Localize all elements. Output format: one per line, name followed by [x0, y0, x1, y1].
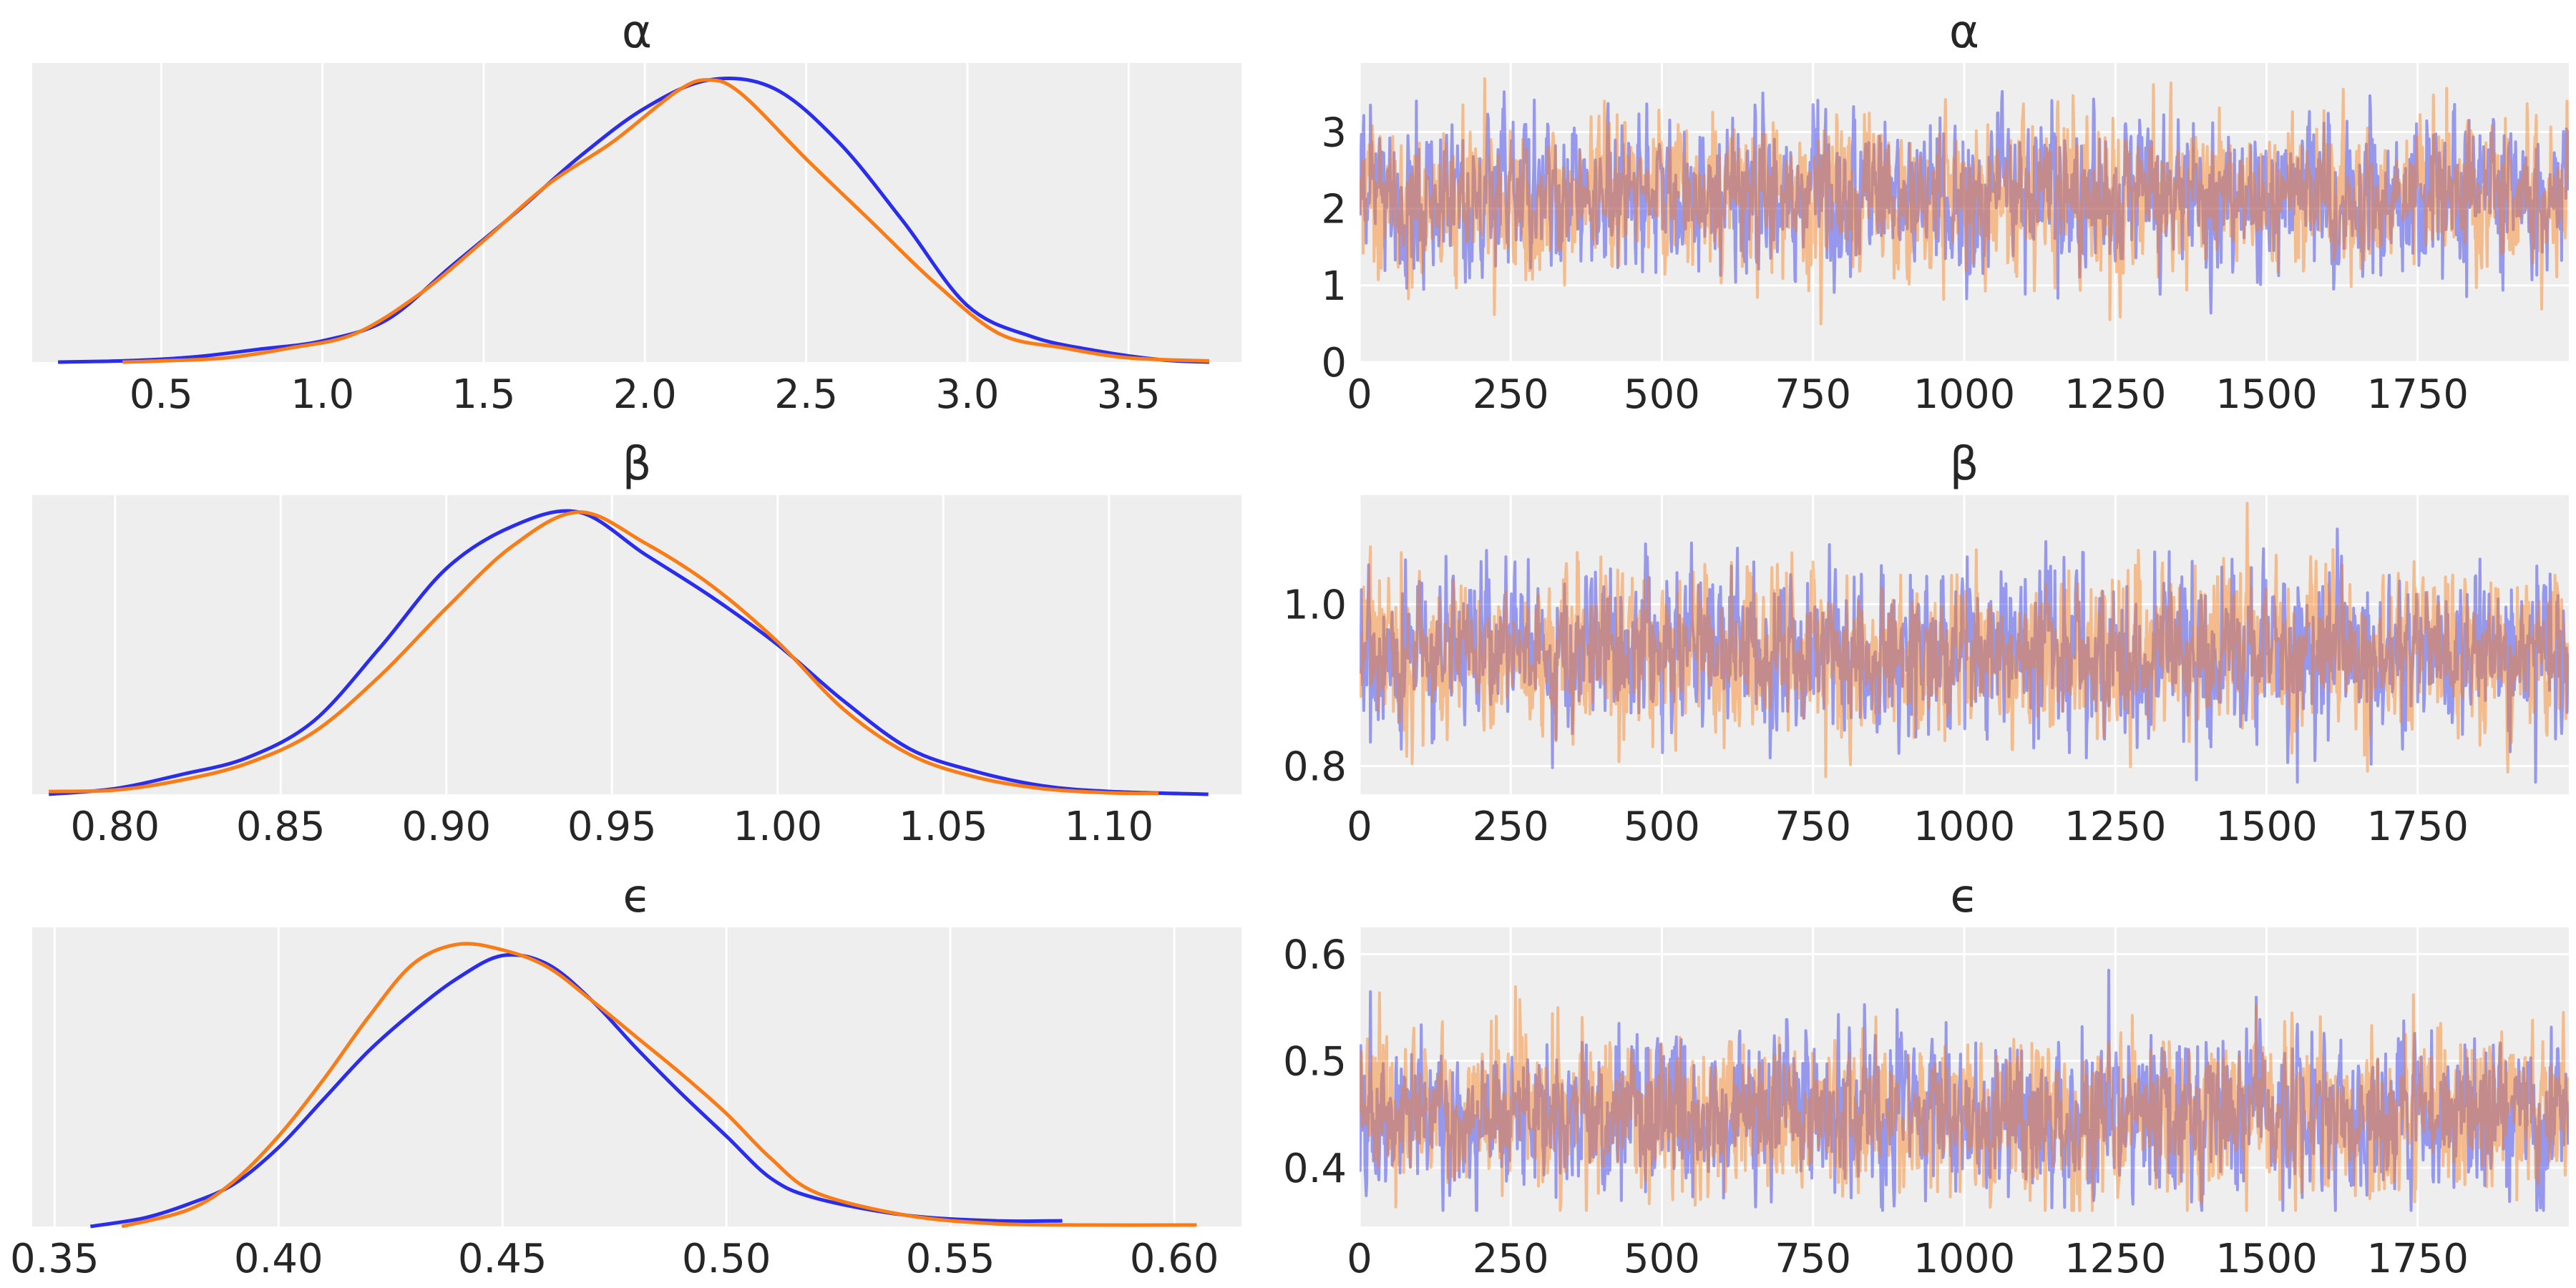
alpha-kde-xtick-label: 1.0 — [291, 371, 354, 418]
epsilon-kde-xtick-label: 0.55 — [906, 1236, 995, 1282]
beta-trace-chain-1-trace — [1360, 502, 2569, 779]
alpha-trace-xtick-label: 500 — [1624, 371, 1700, 418]
beta-trace-xtick-label: 1750 — [2366, 804, 2469, 850]
alpha-kde-xtick-label: 2.5 — [774, 371, 838, 418]
beta-trace-xtick-label: 250 — [1473, 804, 1549, 850]
epsilon-trace-ytick-label: 0.5 — [1283, 1039, 1347, 1085]
alpha-kde-xtick-label: 0.5 — [130, 371, 193, 418]
epsilon-trace-ytick-label: 0.4 — [1283, 1146, 1347, 1192]
epsilon-kde-xtick-label: 0.35 — [10, 1236, 99, 1282]
beta-trace-xtick-label: 500 — [1624, 804, 1700, 850]
alpha-trace-title: α — [1949, 6, 1979, 59]
epsilon-trace-xtick-label: 1500 — [2215, 1236, 2318, 1282]
alpha-kde-chain-1-line — [122, 78, 1209, 364]
epsilon-trace-chain-1-trace — [1360, 985, 2569, 1212]
beta-kde-panel: β 0.80 0.85 0.90 0.95 1.00 1.05 1.10 — [32, 438, 1241, 850]
epsilon-trace-xtick-label: 1750 — [2366, 1236, 2469, 1282]
epsilon-trace-title: ϵ — [1950, 870, 1978, 923]
alpha-trace-xtick-label: 1250 — [2064, 371, 2167, 418]
alpha-trace-ytick-label: 2 — [1321, 187, 1347, 233]
epsilon-trace-xtick-label: 250 — [1473, 1236, 1549, 1282]
epsilon-trace-chain-0-trace — [1360, 968, 2569, 1212]
alpha-trace-chain-0-trace — [1360, 89, 2569, 315]
epsilon-kde-chain-0-line — [90, 952, 1063, 1229]
epsilon-trace-data — [1360, 968, 2569, 1212]
alpha-kde-background — [32, 63, 1241, 362]
alpha-kde-title: α — [622, 6, 652, 59]
beta-kde-xtick-label: 1.00 — [733, 804, 822, 850]
alpha-kde-xtick-label: 2.0 — [613, 371, 677, 418]
epsilon-trace-xtick-label: 500 — [1624, 1236, 1700, 1282]
epsilon-kde-xtick-label: 0.60 — [1130, 1236, 1219, 1282]
epsilon-trace-ytick-label: 0.6 — [1283, 932, 1347, 978]
beta-trace-ytick-label: 1.0 — [1283, 582, 1347, 629]
epsilon-kde-data — [90, 942, 1197, 1229]
alpha-trace-chain-1-trace — [1360, 77, 2569, 326]
beta-trace-xtick-label: 1000 — [1913, 804, 2016, 850]
beta-kde-xtick-label: 0.90 — [401, 804, 491, 850]
alpha-kde-chain-0-line — [58, 76, 1210, 364]
epsilon-trace-xtick-label: 750 — [1775, 1236, 1851, 1282]
beta-trace-xtick-label: 1250 — [2064, 804, 2167, 850]
beta-trace-xtick-label: 750 — [1775, 804, 1851, 850]
alpha-kde-data — [58, 76, 1210, 364]
alpha-trace-ytick-label: 0 — [1321, 340, 1347, 386]
epsilon-kde-background — [32, 927, 1241, 1226]
epsilon-trace-xtick-label: 1250 — [2064, 1236, 2167, 1282]
alpha-trace-data — [1360, 77, 2569, 326]
beta-trace-data — [1360, 502, 2569, 784]
epsilon-trace-xtick-label: 0 — [1347, 1236, 1372, 1282]
alpha-trace-ytick-label: 3 — [1321, 109, 1347, 156]
beta-trace-title: β — [1950, 438, 1979, 491]
alpha-kde-xtick-label: 3.5 — [1097, 371, 1161, 418]
beta-kde-chain-0-line — [48, 509, 1209, 796]
alpha-trace-xtick-label: 0 — [1347, 371, 1372, 418]
beta-kde-background — [32, 495, 1241, 794]
beta-kde-title: β — [623, 438, 652, 491]
alpha-trace-xtick-label: 1000 — [1913, 371, 2016, 418]
epsilon-kde-panel: ϵ 0.35 0.40 0.45 0.50 0.55 0.60 — [10, 870, 1241, 1282]
beta-kde-xtick-label: 0.95 — [567, 804, 657, 850]
alpha-trace-ytick-label: 1 — [1321, 263, 1347, 310]
alpha-kde-xtick-label: 3.0 — [935, 371, 999, 418]
beta-trace-ytick-label: 0.8 — [1283, 743, 1347, 790]
beta-trace-xtick-label: 1500 — [2215, 804, 2318, 850]
beta-kde-xtick-label: 0.85 — [236, 804, 326, 850]
alpha-kde-panel: α 0.5 1.0 1.5 2.0 2.5 3.0 3.5 — [32, 6, 1241, 418]
alpha-trace-xtick-label: 750 — [1775, 371, 1851, 418]
epsilon-kde-xtick-label: 0.50 — [682, 1236, 771, 1282]
beta-trace-panel: β 0 250 500 750 1000 1250 1500 1750 0.8 1.0 — [1283, 438, 2569, 850]
epsilon-kde-chain-1-line — [121, 942, 1197, 1229]
alpha-trace-panel: α 0 250 500 750 1000 1250 1500 1750 0 1 2 3 — [1321, 6, 2569, 418]
alpha-trace-xtick-label: 1500 — [2215, 371, 2318, 418]
epsilon-kde-title: ϵ — [623, 870, 650, 923]
epsilon-trace-xtick-label: 1000 — [1913, 1236, 2016, 1282]
beta-kde-xtick-label: 0.80 — [70, 804, 160, 850]
beta-kde-xtick-label: 1.10 — [1064, 804, 1153, 850]
epsilon-kde-xtick-label: 0.45 — [458, 1236, 547, 1282]
beta-kde-data — [48, 509, 1209, 796]
beta-kde-chain-1-line — [49, 510, 1159, 796]
beta-trace-chain-0-trace — [1360, 527, 2569, 784]
epsilon-trace-panel: ϵ 0 250 500 750 1000 1250 1500 1750 0.4 0.5 0.6 — [1283, 870, 2569, 1282]
epsilon-kde-xtick-label: 0.40 — [234, 1236, 323, 1282]
beta-trace-xtick-label: 0 — [1347, 804, 1372, 850]
alpha-kde-xtick-label: 1.5 — [452, 371, 515, 418]
beta-kde-xtick-label: 1.05 — [899, 804, 988, 850]
alpha-trace-xtick-label: 1750 — [2366, 371, 2469, 418]
alpha-trace-xtick-label: 250 — [1473, 371, 1549, 418]
